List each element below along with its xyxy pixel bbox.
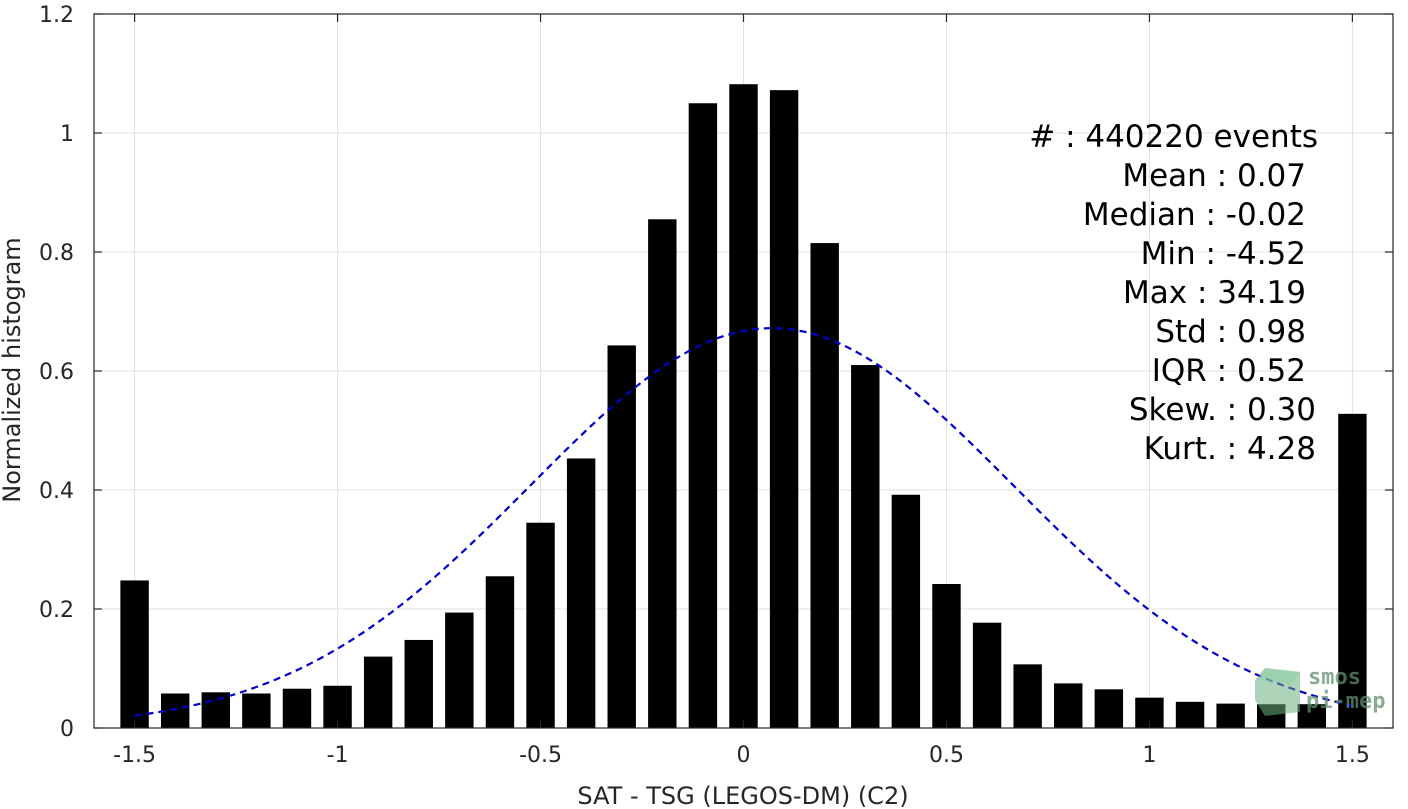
histogram-bar [1054,683,1083,728]
histogram-bar [526,522,555,728]
stat-std: Std : 0.98 [1155,314,1306,350]
stat-mean: Mean : 0.07 [1122,158,1306,194]
logo-text-pimep: pi-mep [1306,689,1385,714]
histogram-bar [1013,664,1042,728]
histogram-bar [729,84,758,728]
statistics-box: # : 440220 events Mean : 0.07 Median : -… [1029,119,1318,467]
stat-events: # : 440220 events [1029,119,1318,155]
x-tick-labels: -1.5 -1 -0.5 0 0.5 1 1.5 [113,743,1370,768]
stat-iqr: IQR : 0.52 [1152,353,1306,389]
histogram-bar [201,692,230,728]
y-tick-label: 0.8 [39,241,74,266]
y-tick-label: 1 [60,122,74,147]
smos-pimep-logo: smos pi-mep [1255,665,1385,716]
stat-min: Min : -4.52 [1141,236,1306,272]
logo-cube-face-icon [1258,668,1300,684]
histogram-bar [445,612,474,728]
logo-text-smos: smos [1308,665,1361,690]
stat-kurt: Kurt. : 4.28 [1144,431,1316,467]
x-tick-label: 0.5 [929,743,964,768]
histogram-bar [851,365,880,728]
y-tick-label: 0.4 [39,479,74,504]
x-tick-label: 0 [737,743,751,768]
stat-skew: Skew. : 0.30 [1129,392,1316,428]
histogram-bar [160,693,190,728]
histogram-bar [810,243,839,728]
y-tick-labels: 0 0.2 0.4 0.6 0.8 1 1.2 [39,3,74,742]
histogram-bar [363,656,393,728]
histogram-bar [1175,701,1205,728]
histogram-bar [485,576,515,728]
histogram-bar [972,622,1002,728]
normal-fit-curve [134,327,1353,717]
histogram-bar [1338,413,1367,728]
y-tick-label: 0.2 [39,598,74,623]
axis-ticks [94,13,1393,729]
histogram-bar [891,494,921,728]
x-tick-label: -1 [327,743,349,768]
histogram-bar [607,345,636,728]
stat-median: Median : -0.02 [1083,197,1306,233]
y-axis-label: Normalized histogram [0,237,26,502]
x-tick-label: -1.5 [113,743,156,768]
histogram-bar [1094,689,1124,728]
histogram-bar [1216,703,1245,728]
histogram-bar [120,580,149,728]
histogram-bar [648,219,677,728]
x-axis-label: SAT - TSG (LEGOS-DM) (C2) [577,782,908,809]
histogram-bar [769,90,799,728]
histogram-bar [566,458,596,728]
y-tick-label: 1.2 [39,3,74,28]
histogram-bar [282,688,312,728]
x-tick-label: -0.5 [519,743,562,768]
histogram-bar [932,584,961,728]
x-tick-label: 1.5 [1335,743,1370,768]
y-tick-label: 0.6 [39,360,74,385]
histogram-bars [120,84,1367,728]
histogram-bar [1297,704,1327,728]
y-tick-label: 0 [60,717,74,742]
stat-max: Max : 34.19 [1123,275,1306,311]
histogram-bar [404,639,433,728]
histogram-bar [688,103,718,728]
histogram-bar [242,693,271,728]
x-tick-label: 1 [1142,743,1156,768]
